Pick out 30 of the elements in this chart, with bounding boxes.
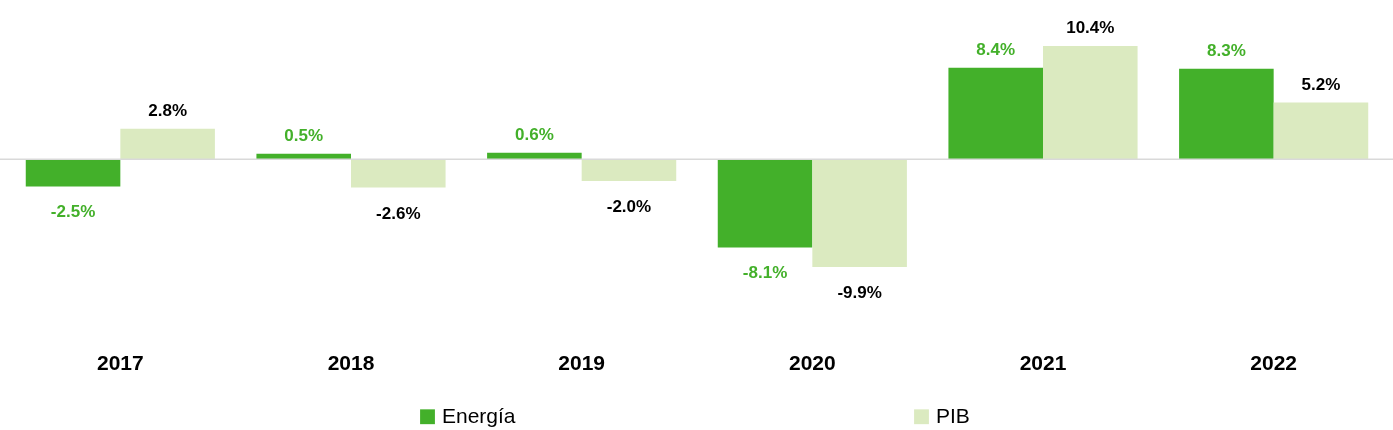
data-label: 10.4% (1066, 18, 1115, 37)
bar (1043, 46, 1138, 160)
data-label: 0.5% (284, 125, 324, 145)
data-label: -9.9% (837, 283, 882, 302)
x-tick-label: 2017 (96, 350, 144, 374)
data-label: -8.1% (742, 263, 788, 283)
x-tick-label: 2021 (1019, 350, 1067, 374)
bar (581, 159, 677, 181)
data-label: 0.6% (515, 124, 554, 144)
bar (948, 67, 1043, 160)
data-label: -2.6% (376, 203, 421, 223)
legend-label: PIB (936, 403, 970, 427)
bar (351, 159, 446, 188)
x-tick-label: 2020 (788, 350, 836, 374)
data-label: 8.3% (1207, 40, 1246, 60)
data-label: 2.8% (148, 100, 187, 120)
data-label: 8.4% (976, 39, 1016, 59)
data-label: -2.5% (50, 202, 96, 222)
bar (717, 159, 813, 248)
bar (25, 159, 121, 187)
bar (1179, 68, 1274, 160)
x-tick-label: 2018 (327, 350, 375, 374)
x-tick-label: 2019 (558, 350, 606, 374)
bar (1273, 102, 1369, 160)
legend-label: Energía (442, 403, 516, 427)
bar (120, 128, 215, 160)
data-label: 5.2% (1301, 74, 1341, 94)
data-label: -2.0% (606, 197, 652, 216)
bar (812, 159, 907, 267)
x-tick-label: 2022 (1250, 350, 1298, 374)
